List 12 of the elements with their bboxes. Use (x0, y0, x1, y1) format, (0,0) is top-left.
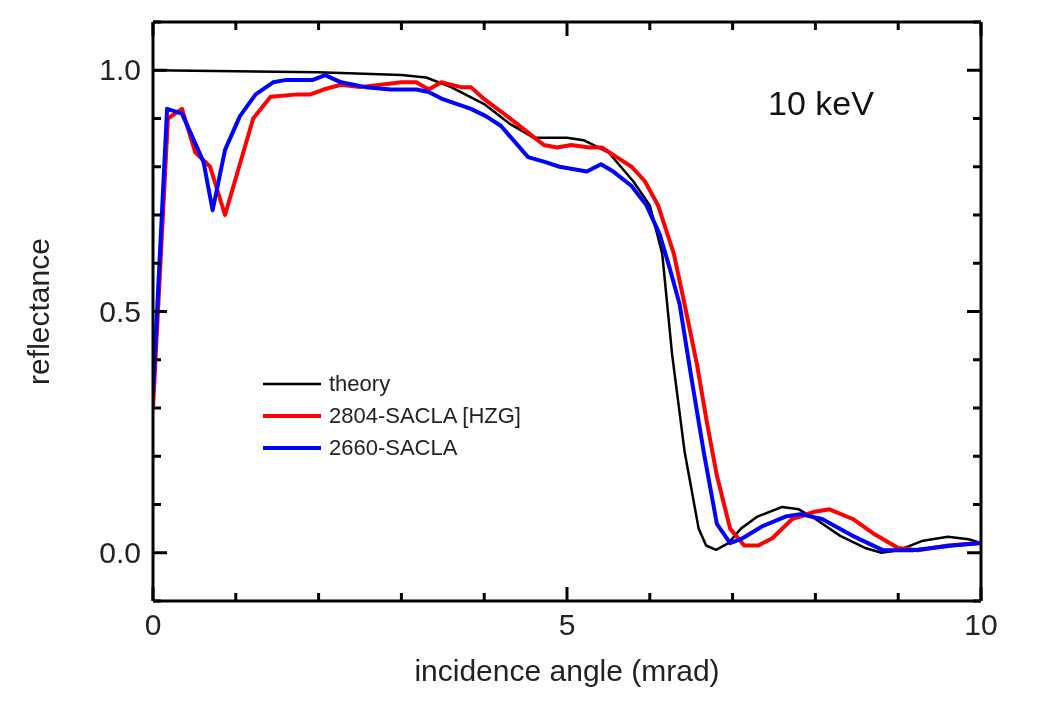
legend-label: 2660-SACLA (329, 435, 458, 461)
y-tick-label: 1.0 (99, 53, 141, 87)
x-tick-label: 10 (964, 608, 998, 641)
x-axis-title: incidence angle (mrad) (414, 654, 720, 687)
x-tick-label: 0 (144, 608, 162, 641)
y-tick-label: 0.0 (99, 535, 141, 569)
y-axis-title: reflectance (21, 238, 55, 385)
annotation: 10 keV (768, 84, 874, 123)
x-tick-label: 5 (558, 608, 576, 641)
y-tick-label: 0.5 (99, 294, 141, 328)
legend-label: 2804-SACLA [HZG] (329, 403, 521, 429)
legend-label: theory (329, 371, 391, 397)
